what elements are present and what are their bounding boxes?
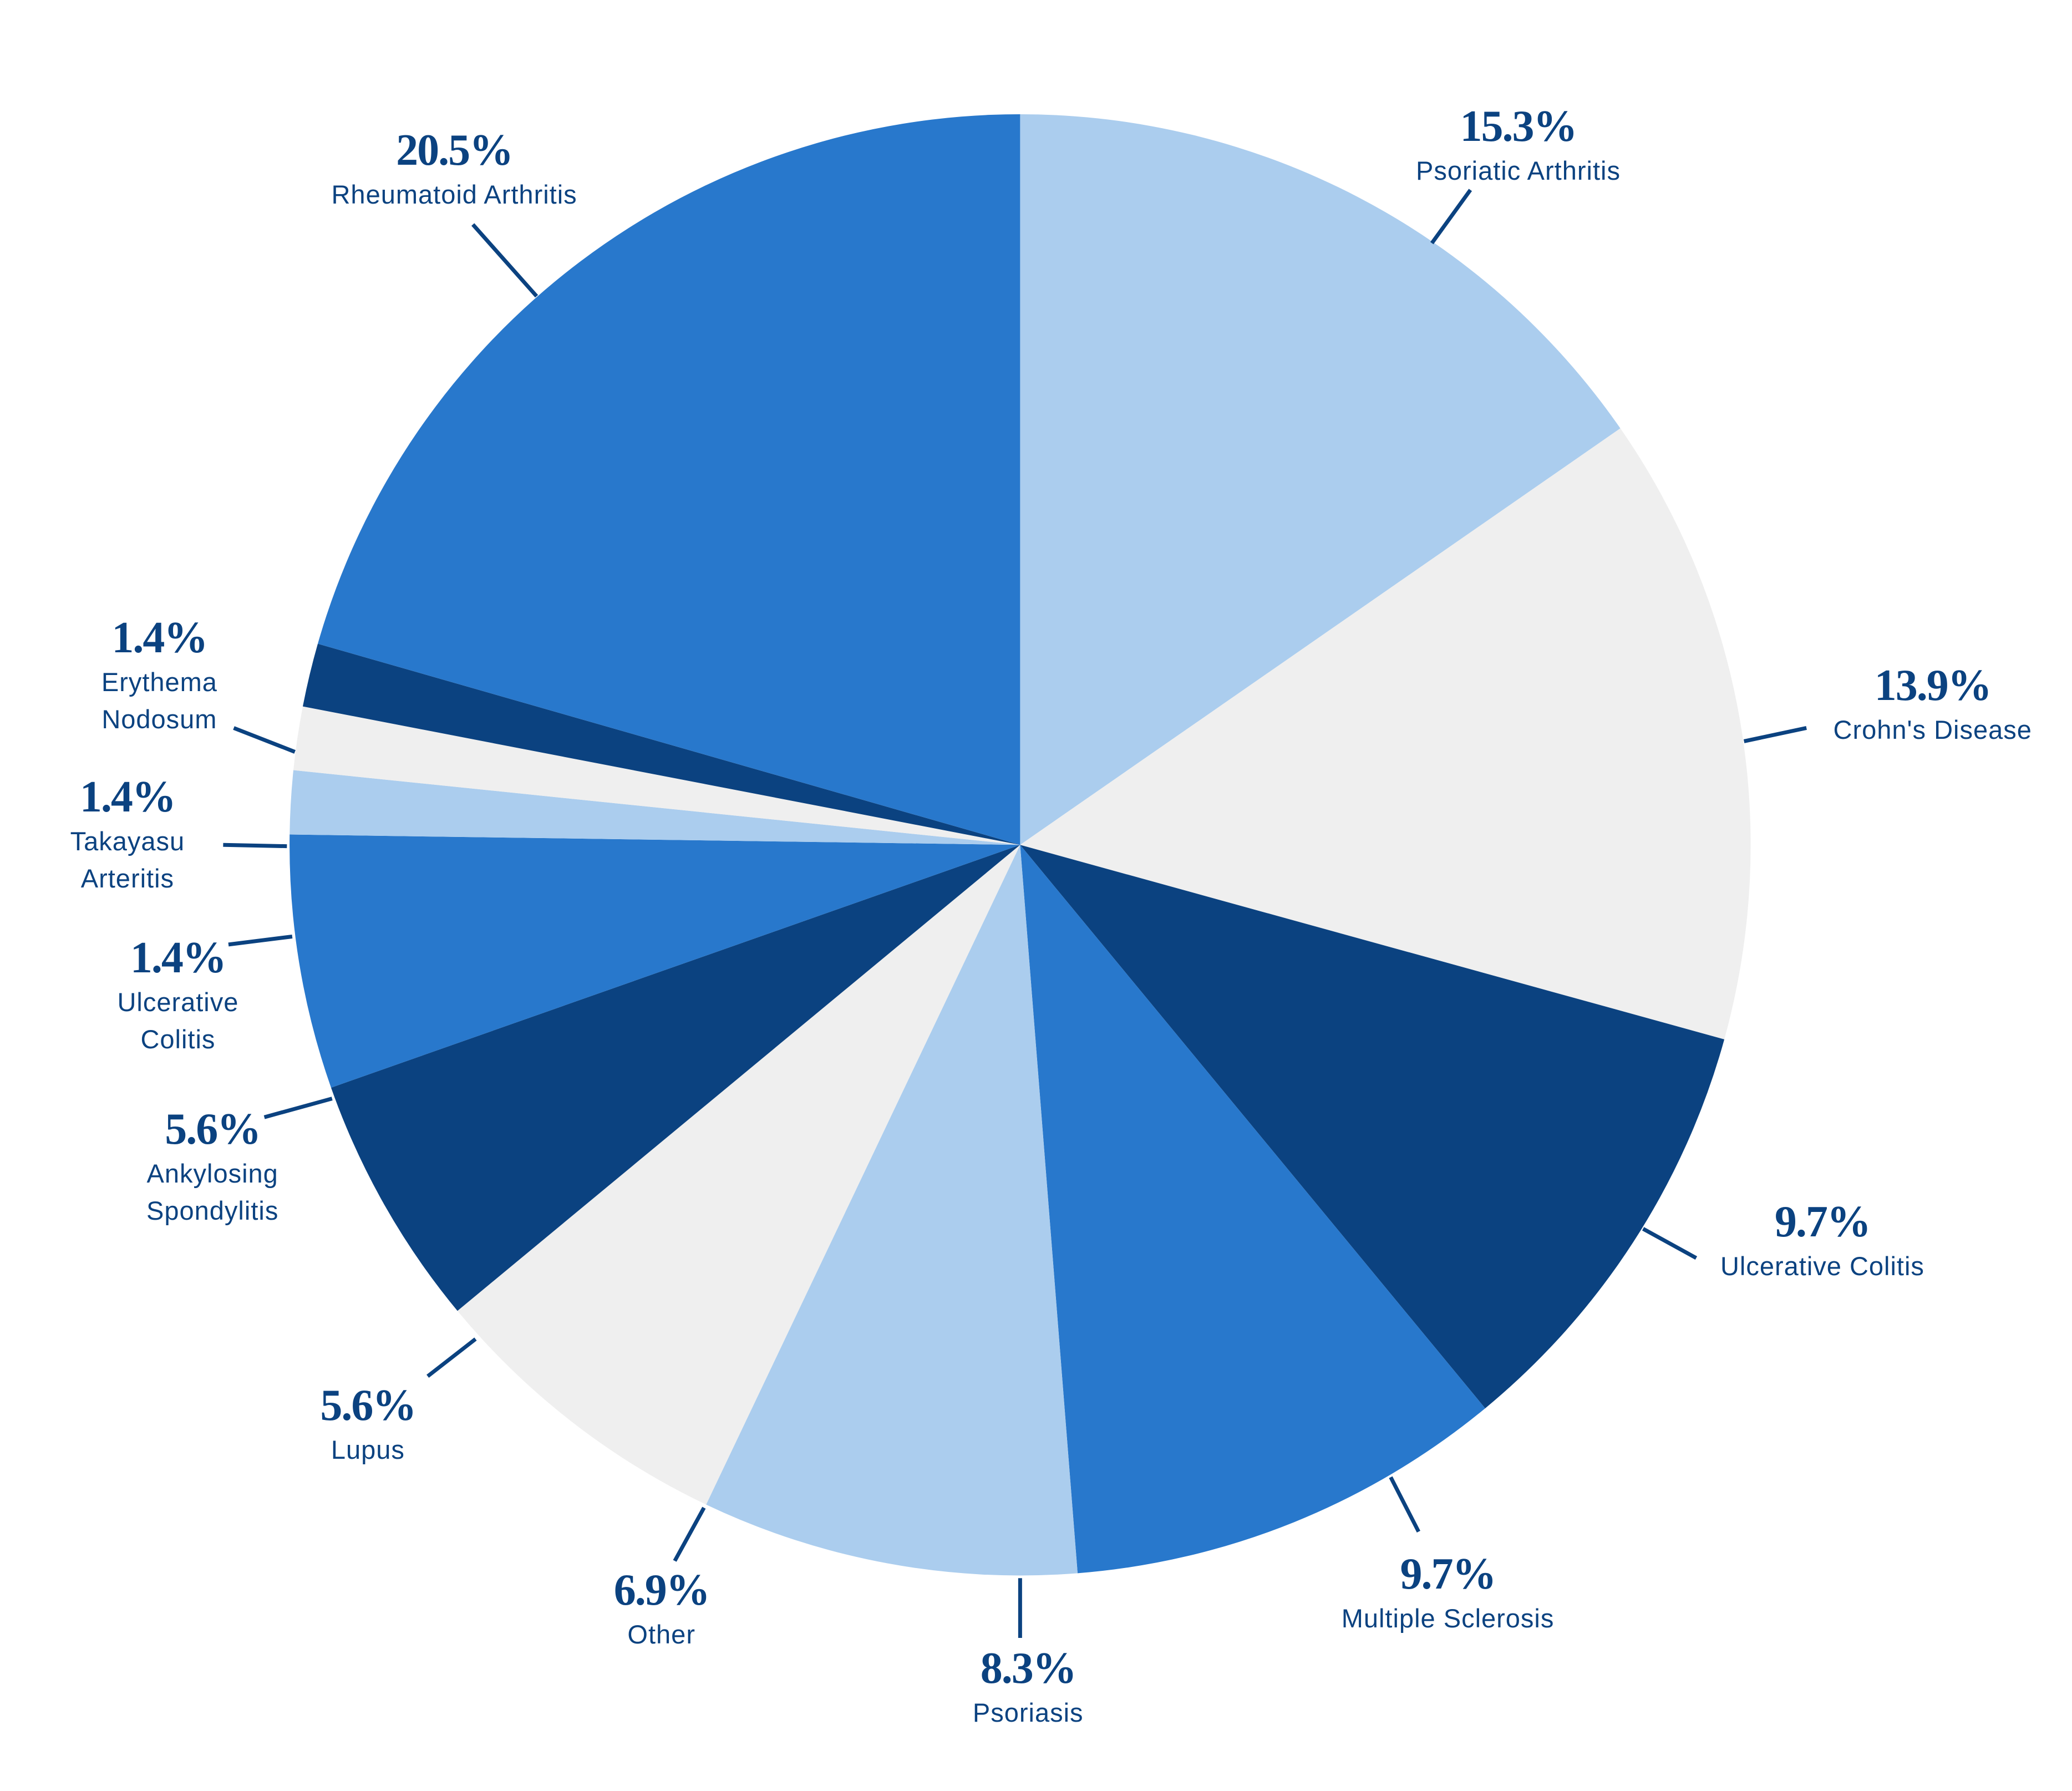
value-label: 15.3% <box>1460 102 1577 151</box>
category-label: Takayasu Arteritis <box>70 826 185 893</box>
leader-line <box>1642 1227 1698 1260</box>
pie-slice <box>331 845 1020 1311</box>
leader-line <box>263 1097 333 1119</box>
category-label: Crohn's Disease <box>1833 714 2032 744</box>
category-label: Erythema Nodosum <box>101 667 217 734</box>
value-label: 1.4% <box>111 613 208 662</box>
pie-slice <box>302 643 1020 845</box>
category-label: Other <box>627 1619 695 1649</box>
slice-label: 20.5% Rheumatoid Arthritis <box>331 128 577 213</box>
category-label: Ulcerative Colitis <box>1720 1251 1924 1281</box>
pie-slice <box>290 834 1020 1088</box>
leader-line <box>1743 726 1807 743</box>
value-label: 13.9% <box>1874 661 1992 710</box>
leader-line <box>1389 1476 1420 1533</box>
slice-label: 9.7% Ulcerative Colitis <box>1720 1200 1924 1285</box>
slice-label: 13.9% Crohn's Disease <box>1834 663 2032 748</box>
value-label: 5.6% <box>165 1104 261 1154</box>
leader-line <box>673 1506 706 1562</box>
value-label: 6.9% <box>613 1565 710 1615</box>
category-label: Psoriatic Arthritis <box>1415 155 1621 185</box>
pie-slice <box>317 114 1020 845</box>
category-label: Rheumatoid Arthritis <box>331 179 577 209</box>
pie-slice <box>290 770 1020 845</box>
category-label: Multiple Sclerosis <box>1341 1604 1555 1633</box>
slice-label: 1.4% Ulcerative Colitis <box>95 936 261 1058</box>
pie-slice <box>1020 114 1621 845</box>
leader-line <box>223 843 287 849</box>
pie-slice <box>1020 428 1751 1039</box>
slice-label: 9.7% Multiple Sclerosis <box>1342 1552 1555 1637</box>
slice-label: 1.4% Takayasu Arteritis <box>44 775 211 897</box>
slice-label: 5.6% Lupus <box>320 1381 417 1468</box>
pie-slice <box>293 706 1020 845</box>
slice-label: 5.6% Ankylosing Spondylitis <box>129 1107 296 1229</box>
leader-line <box>228 935 293 947</box>
value-label: 20.5% <box>396 125 514 175</box>
value-label: 1.4% <box>79 773 176 821</box>
category-label: Ankylosing Spondylitis <box>146 1158 279 1225</box>
leader-line <box>233 726 296 754</box>
value-label: 8.3% <box>980 1644 1077 1693</box>
value-label: 9.7% <box>1774 1198 1871 1247</box>
slice-label: 6.9% Other <box>613 1565 710 1653</box>
value-label: 1.4% <box>130 933 227 982</box>
pie-slice <box>1020 845 1485 1574</box>
pie-slice <box>457 845 1020 1505</box>
leader-line <box>471 223 539 298</box>
leader-line <box>1430 189 1472 245</box>
pie-slice <box>706 845 1078 1576</box>
category-label: Lupus <box>331 1434 405 1464</box>
category-label: Ulcerative Colitis <box>117 987 239 1054</box>
slice-label: 1.4% Erythema Nodosum <box>76 616 242 738</box>
slice-label: 8.3% Psoriasis <box>973 1646 1084 1731</box>
pie-slice <box>1020 845 1725 1409</box>
value-label: 9.7% <box>1400 1550 1497 1599</box>
slice-label: 15.3% Psoriatic Arthritis <box>1416 104 1621 189</box>
category-label: Psoriasis <box>972 1698 1084 1728</box>
leader-line <box>426 1337 477 1378</box>
value-label: 5.6% <box>320 1381 417 1430</box>
